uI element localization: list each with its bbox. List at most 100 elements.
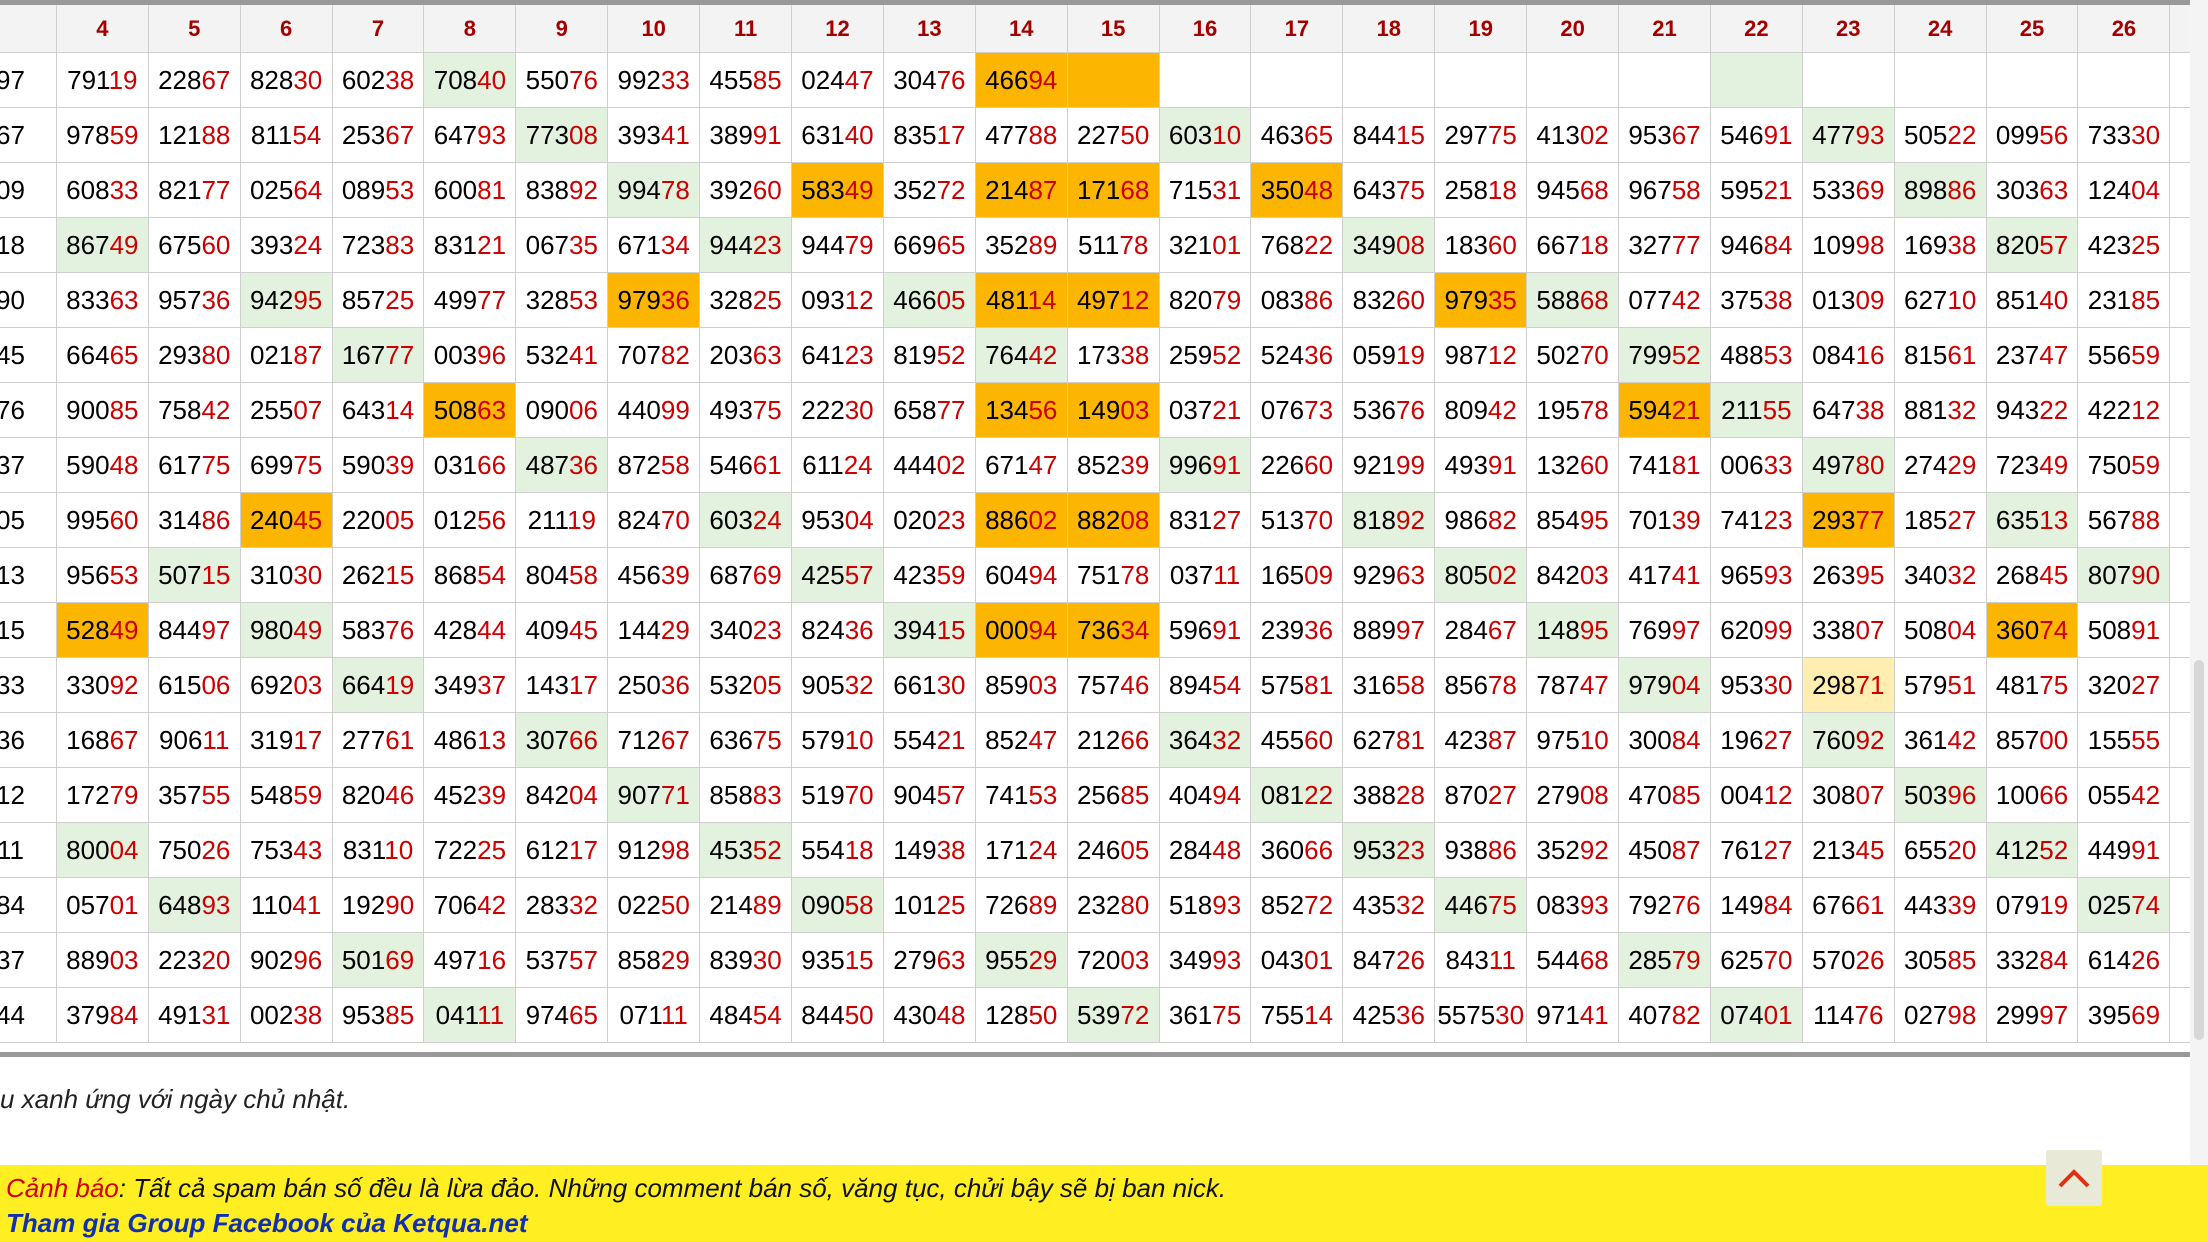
result-cell: 28467 xyxy=(1434,602,1528,658)
result-cell: 37538 xyxy=(1709,272,1803,328)
result-cell: 26215 xyxy=(331,547,425,603)
result-cell: 27429 xyxy=(1893,437,1987,493)
result-cell: 96593 xyxy=(1709,547,1803,603)
result-cell: 75514 xyxy=(1250,987,1344,1043)
result-cell: 88903 xyxy=(55,932,149,988)
result-cell: 14938 xyxy=(882,822,976,878)
result-cell: 50715 xyxy=(147,547,241,603)
result-cell: 81892 xyxy=(1342,492,1436,548)
result-cell: 45239 xyxy=(423,767,517,823)
result-cell: 01256 xyxy=(423,492,517,548)
result-cell: 26395 xyxy=(1801,547,1895,603)
result-cell: 29377 xyxy=(1801,492,1895,548)
result-cell: 87258 xyxy=(607,437,701,493)
result-cell: 54691 xyxy=(1709,107,1803,163)
result-cell: 02250 xyxy=(607,877,701,933)
result-cell: 34908 xyxy=(1342,217,1436,273)
result-cell: 85725 xyxy=(331,272,425,328)
result-cell xyxy=(1985,52,2079,108)
result-cell: 27761 xyxy=(331,712,425,768)
result-cell: 10998 xyxy=(1801,217,1895,273)
result-cell: 84311 xyxy=(1434,932,1528,988)
result-cell: 32101 xyxy=(1158,217,1252,273)
result-cell: 67147 xyxy=(974,437,1068,493)
result-cell: 86749 xyxy=(55,217,149,273)
result-cell: 76822 xyxy=(1250,217,1344,273)
result-cell: 42557 xyxy=(791,547,884,603)
result-cell: 30766 xyxy=(515,712,609,768)
result-cell: 22660 xyxy=(1250,437,1344,493)
scrollbar-thumb[interactable] xyxy=(2194,660,2204,1040)
result-cell: 75343 xyxy=(239,822,333,878)
result-cell: 84203 xyxy=(1526,547,1620,603)
result-cell: 80458 xyxy=(515,547,609,603)
result-cell: 50891 xyxy=(2077,602,2171,658)
result-cell: 50522 xyxy=(1893,107,1987,163)
result-cell: 38991 xyxy=(699,107,793,163)
result-cell: 00094 xyxy=(974,602,1068,658)
day-header: 15 xyxy=(1066,2,1160,53)
result-cell: 87027 xyxy=(1434,767,1528,823)
result-cell: 09956 xyxy=(1985,107,2079,163)
result-cell: 48853 xyxy=(1709,327,1803,383)
result-cell: 79276 xyxy=(1618,877,1711,933)
result-cell: 42212 xyxy=(2077,382,2171,438)
result-cell: 39341 xyxy=(607,107,701,163)
result-cell: 45087 xyxy=(1618,822,1711,878)
result-cell: 76997 xyxy=(1618,602,1711,658)
result-cell: 12404 xyxy=(2077,162,2171,218)
result-cell: 44099 xyxy=(607,382,701,438)
table-row: 1180004750267534383110722256121791298453… xyxy=(0,822,2208,878)
result-cell: 65877 xyxy=(882,382,976,438)
result-cell: 72225 xyxy=(423,822,517,878)
result-cell: 13456 xyxy=(974,382,1068,438)
result-cell: 34023 xyxy=(699,602,793,658)
result-cell: 95330 xyxy=(1709,657,1803,713)
result-cell: 71531 xyxy=(1158,162,1252,218)
result-cell: 33807 xyxy=(1801,602,1895,658)
result-cell: 34937 xyxy=(423,657,517,713)
result-cell: 50863 xyxy=(423,382,517,438)
result-cell: 72689 xyxy=(974,877,1068,933)
legend-note: u xanh ứng với ngày chủ nhật. xyxy=(0,1084,351,1114)
result-cell: 58868 xyxy=(1526,272,1620,328)
result-cell: 84497 xyxy=(147,602,241,658)
result-cell: 74181 xyxy=(1618,437,1711,493)
result-cell: 48736 xyxy=(515,437,609,493)
result-cell: 44675 xyxy=(1434,877,1528,933)
result-cell: 33092 xyxy=(55,657,149,713)
facebook-group-link[interactable]: Tham gia Group Facebook của Ketqua.net xyxy=(6,1208,528,1238)
result-cell: 95529 xyxy=(974,932,1068,988)
result-cell: 18360 xyxy=(1434,217,1528,273)
result-cell: 29380 xyxy=(147,327,241,383)
result-cell: 08386 xyxy=(1250,272,1344,328)
result-cell: 65520 xyxy=(1893,822,1987,878)
result-cell: 04301 xyxy=(1250,932,1344,988)
result-cell: 35048 xyxy=(1250,162,1344,218)
result-cell: 08393 xyxy=(1526,877,1620,933)
result-cell: 76127 xyxy=(1709,822,1803,878)
scroll-to-top-button[interactable] xyxy=(2046,1150,2102,1206)
result-cell: 07673 xyxy=(1250,382,1344,438)
result-cell: 52436 xyxy=(1250,327,1344,383)
result-cell: 45585 xyxy=(699,52,793,108)
result-cell: 34032 xyxy=(1893,547,1987,603)
result-cell: 59048 xyxy=(55,437,149,493)
table-row: 4566465293800218716777003965324170782203… xyxy=(0,327,2208,383)
result-cell: 94295 xyxy=(239,272,333,328)
result-cell: 34993 xyxy=(1158,932,1252,988)
result-cell: 93886 xyxy=(1434,822,1528,878)
result-cell: 60494 xyxy=(974,547,1068,603)
result-cell: 22320 xyxy=(147,932,241,988)
day-header: 10 xyxy=(607,2,701,53)
day-header: 16 xyxy=(1158,2,1252,53)
result-cell: 11476 xyxy=(1801,987,1895,1043)
page-scrollbar[interactable] xyxy=(2190,0,2208,1165)
result-cell xyxy=(1250,52,1344,108)
result-cell: 35272 xyxy=(882,162,976,218)
result-cell: 46605 xyxy=(882,272,976,328)
result-cell: 94479 xyxy=(791,217,884,273)
result-cell: 16777 xyxy=(331,327,425,383)
result-cell: 44402 xyxy=(882,437,976,493)
result-cell: 22230 xyxy=(791,382,884,438)
